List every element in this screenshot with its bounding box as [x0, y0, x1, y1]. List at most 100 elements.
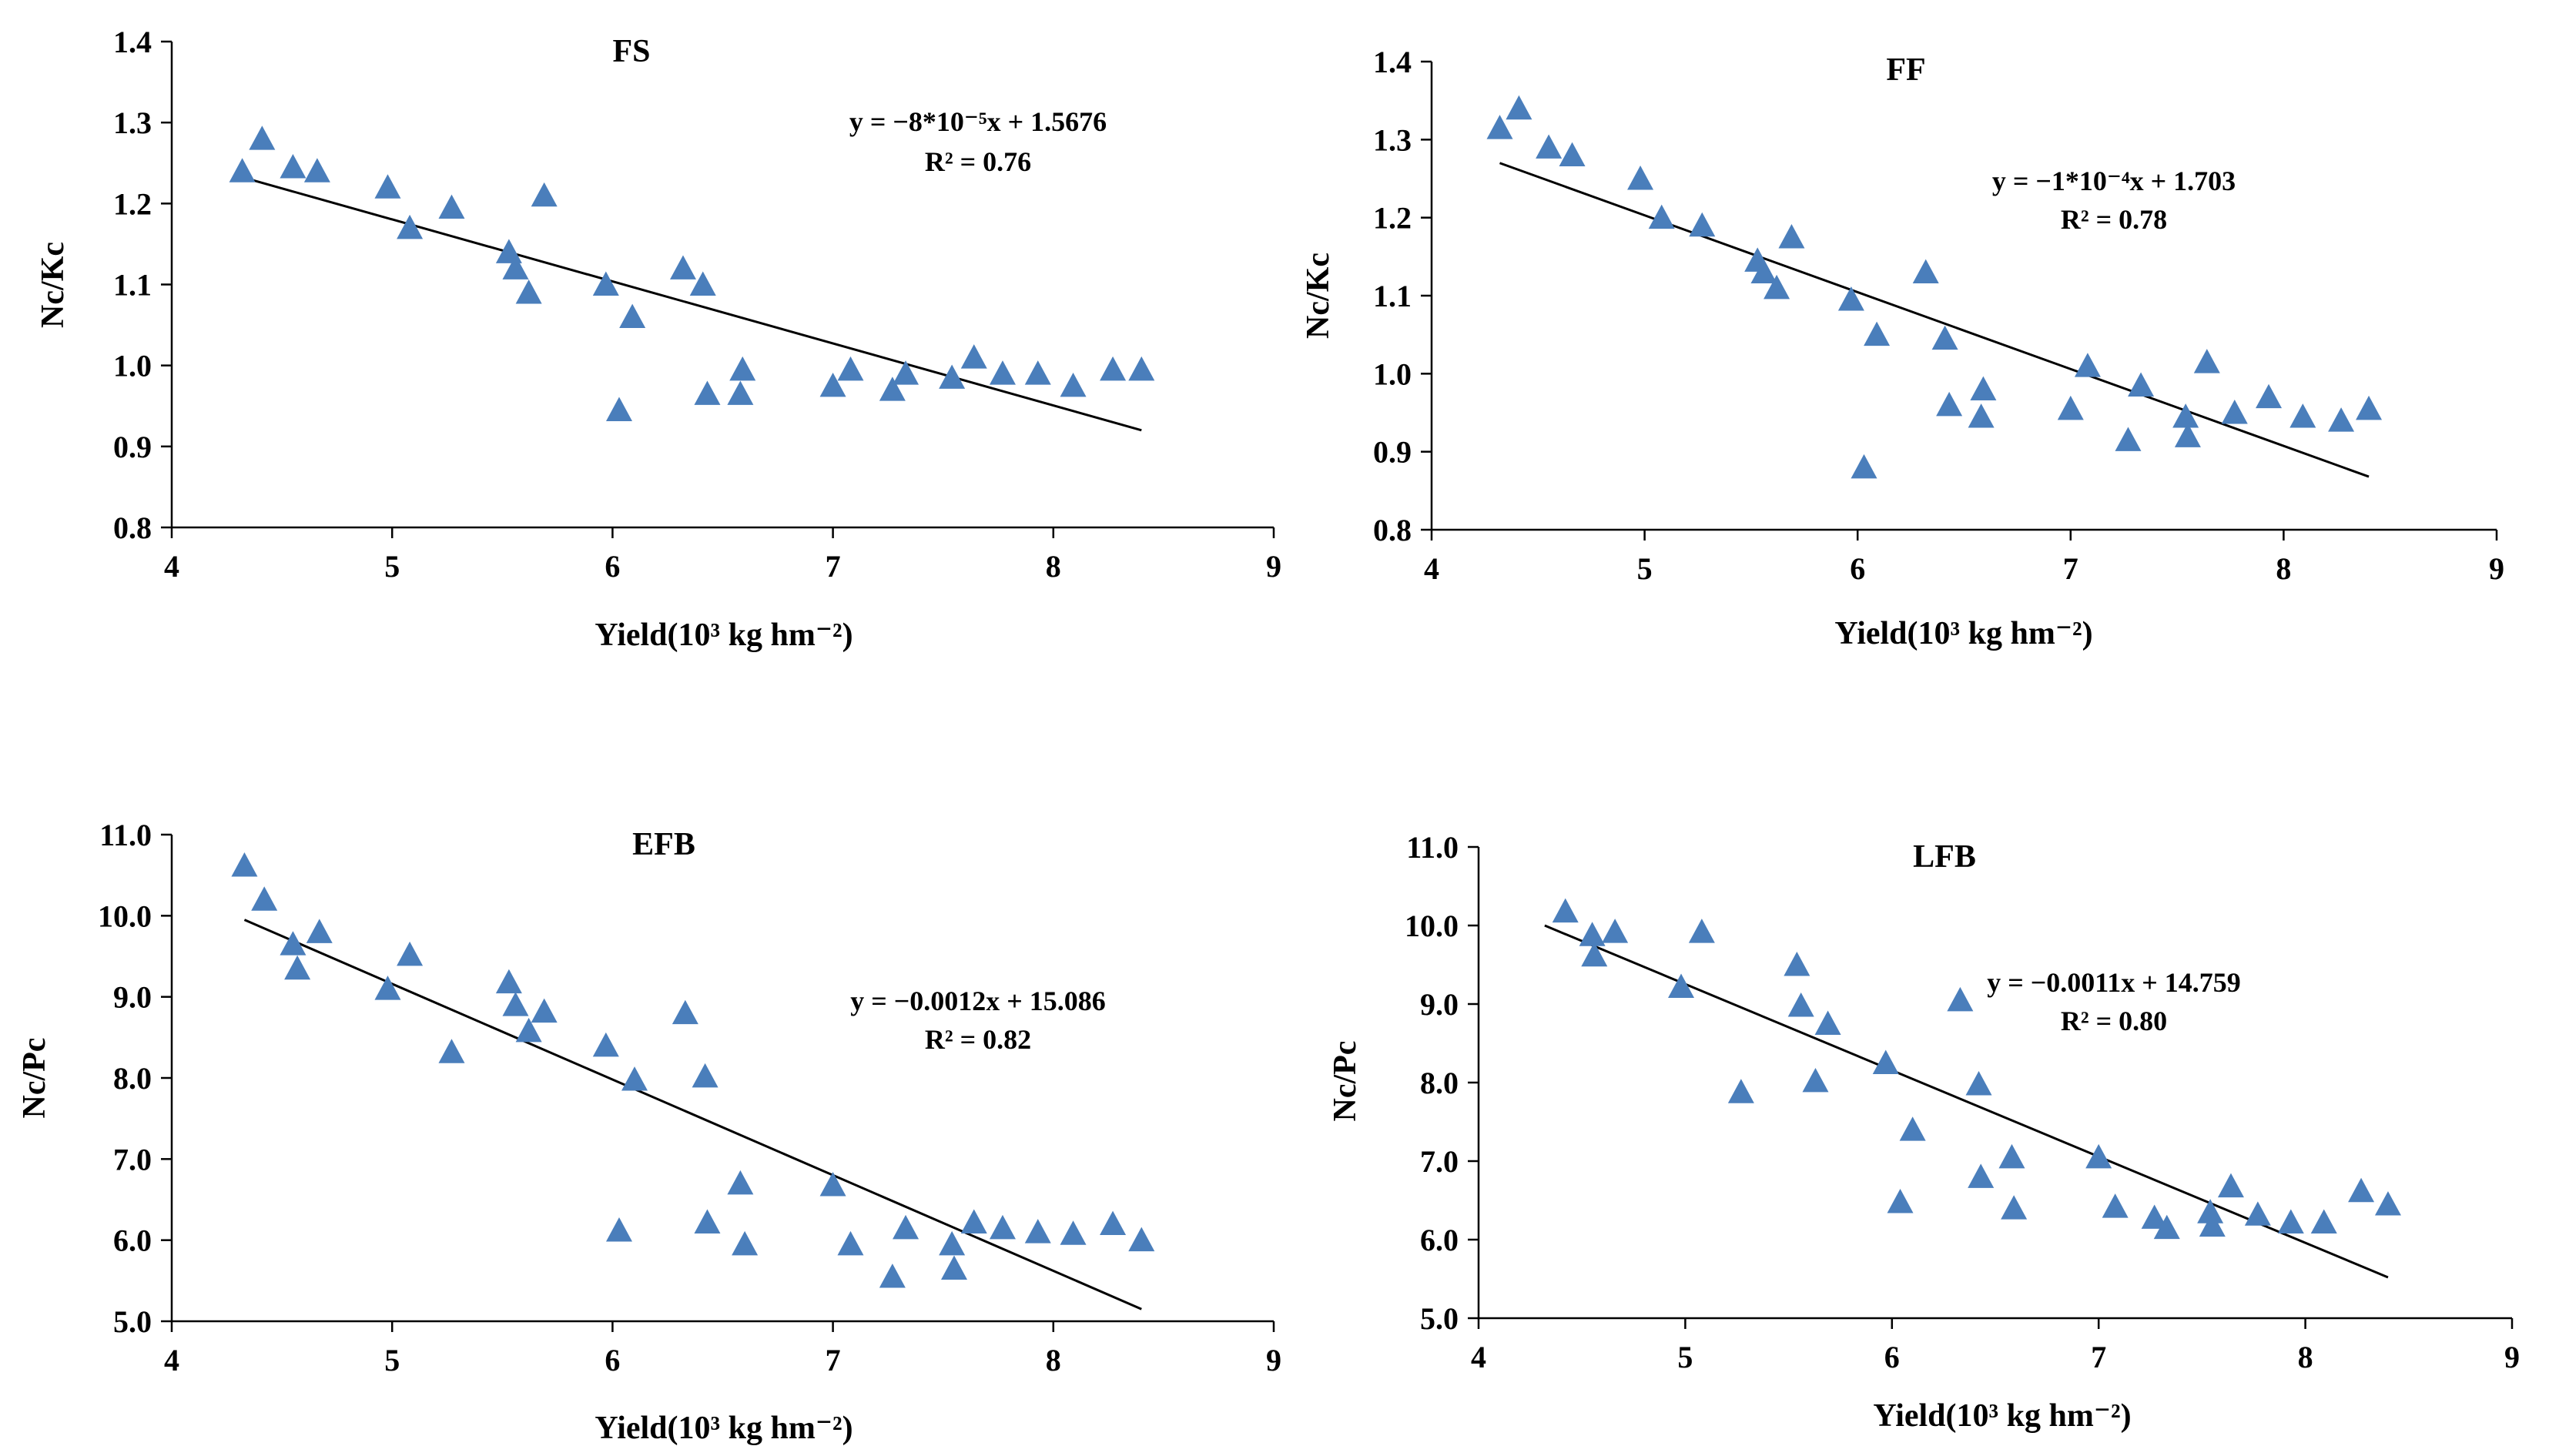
r-squared-label: R² = 0.76 [925, 146, 1031, 177]
data-point-triangle [727, 1170, 754, 1195]
x-tick-label: 5 [1637, 551, 1653, 586]
data-point-triangle [495, 239, 522, 263]
data-point-triangle [1648, 204, 1675, 229]
chart-title: FS [612, 34, 650, 69]
y-tick-label: 1.4 [113, 25, 152, 59]
data-point-triangle [2217, 1173, 2244, 1198]
chart-fs: 4 5 6 7 8 9 0.8 0.9 1.0 1.1 1.2 1.3 1.4 FS Yield(10³ k… [35, 25, 1281, 653]
x-tick-label: 7 [2063, 551, 2078, 586]
y-tick-label: 7.0 [1420, 1144, 1459, 1179]
data-point-triangle [1060, 372, 1087, 397]
y-axis-label: Nc/Pc [17, 1038, 52, 1119]
data-point-triangle [1802, 1067, 1829, 1093]
x-tick-label: 6 [605, 1343, 620, 1377]
y-tick-label: 1.2 [113, 186, 152, 221]
x-tick-label: 4 [1471, 1340, 1486, 1374]
trend-line [243, 919, 1142, 1310]
data-point-triangle [1559, 142, 1586, 167]
data-point-triangle [1536, 134, 1563, 159]
y-tick-label: 0.8 [1373, 513, 1412, 547]
data-point-triangle [280, 154, 306, 179]
y-tick-label: 0.8 [113, 510, 152, 545]
y-tick-label: 1.1 [1373, 279, 1412, 313]
trend-line [1499, 162, 2370, 478]
chart-title: LFB [1913, 839, 1976, 875]
data-point-triangle [2289, 403, 2316, 428]
data-point-triangle [229, 158, 256, 182]
data-point-triangle [438, 194, 465, 219]
y-tick-label: 1.2 [1373, 201, 1412, 236]
y-tick-label: 0.9 [1373, 435, 1412, 470]
data-point-triangle [1581, 942, 1608, 967]
data-point-triangle [1965, 1071, 1992, 1096]
data-point-triangle [837, 1230, 864, 1256]
trend-equation: y = −1*10⁻⁴x + 1.703 [1992, 166, 2236, 196]
y-tick-label: 1.3 [113, 105, 152, 140]
y-tick-label: 8.0 [1420, 1066, 1459, 1100]
chart-ff: 4 5 6 7 8 9 0.8 0.9 1.0 1.1 1.2 1.3 1.4 FF Yield(10³ k… [1301, 45, 2504, 651]
data-point-triangle [989, 360, 1016, 385]
data-point-triangle [879, 377, 906, 401]
data-point-triangle [939, 364, 966, 389]
data-point-triangle [1506, 95, 1532, 120]
data-point-triangle [1864, 321, 1891, 346]
data-point-triangle [1024, 1219, 1051, 1243]
data-point-triangle [819, 1172, 846, 1197]
data-point-triangle [306, 919, 333, 943]
y-tick-label: 8.0 [113, 1061, 152, 1096]
x-tick-label: 9 [1266, 1343, 1281, 1377]
data-point-triangle [2074, 353, 2101, 377]
x-axis-label: Yield(10³ kg hm⁻²) [595, 618, 852, 653]
data-point-triangle [605, 397, 632, 421]
y-tick-label: 11.0 [1406, 830, 1459, 865]
data-point-triangle [893, 360, 919, 385]
data-point-triangle [2197, 1199, 2224, 1223]
data-point-triangle [939, 1230, 966, 1256]
r-squared-label: R² = 0.78 [2061, 204, 2167, 235]
data-point-triangle [2102, 1193, 2129, 1218]
data-point-triangle [2057, 395, 2084, 420]
y-tick-label: 9.0 [113, 980, 152, 1015]
x-axis-label: Yield(10³ kg hm⁻²) [1873, 1398, 2131, 1434]
x-tick-label: 9 [2489, 551, 2504, 586]
data-point-triangle [531, 998, 558, 1023]
data-point-triangle [1814, 1010, 1841, 1035]
x-tick-label: 7 [2091, 1340, 2106, 1374]
data-point-triangle [280, 931, 306, 956]
data-point-triangle [1872, 1049, 1899, 1074]
y-tick-label: 1.3 [1373, 122, 1412, 157]
y-tick-label: 1.1 [113, 268, 152, 303]
y-tick-label: 1.4 [1373, 45, 1412, 79]
data-point-triangle [397, 941, 424, 966]
data-point-triangle [397, 214, 424, 239]
data-point-triangle [1689, 212, 1716, 237]
x-tick-label: 4 [164, 549, 179, 584]
data-point-triangle [1602, 919, 1629, 943]
x-tick-label: 9 [1266, 549, 1281, 584]
data-point-triangle [729, 356, 756, 381]
y-axis-label: Nc/Kc [1301, 253, 1336, 339]
data-point-triangle [2244, 1201, 2271, 1226]
x-axis-label: Yield(10³ kg hm⁻²) [1834, 616, 2092, 651]
data-point-triangle [893, 1214, 919, 1240]
y-tick-label: 10.0 [98, 899, 152, 933]
data-point-triangle [837, 356, 864, 381]
data-point-triangle [2348, 1177, 2375, 1203]
data-point-triangle [1668, 973, 1695, 999]
data-point-triangle [1100, 356, 1127, 381]
data-point-triangle [879, 1264, 906, 1288]
r-squared-label: R² = 0.82 [925, 1024, 1031, 1055]
data-point-triangle [2277, 1209, 2304, 1234]
trend-equation: y = −0.0011x + 14.759 [1987, 967, 2241, 998]
data-point-triangle [495, 969, 522, 994]
data-point-triangle [692, 1063, 718, 1088]
data-point-triangle [619, 303, 646, 329]
data-point-triangle [303, 158, 330, 182]
data-point-triangle [1998, 1143, 2025, 1169]
chart-lfb: 4 5 6 7 8 9 5.0 6.0 7.0 8.0 9.0 10.0 11.0 LFB Yield(10… [1328, 830, 2520, 1434]
data-point-triangle [960, 344, 987, 369]
data-point-triangle [515, 279, 542, 304]
data-point-triangle [2172, 403, 2199, 428]
x-tick-label: 5 [1677, 1340, 1693, 1374]
